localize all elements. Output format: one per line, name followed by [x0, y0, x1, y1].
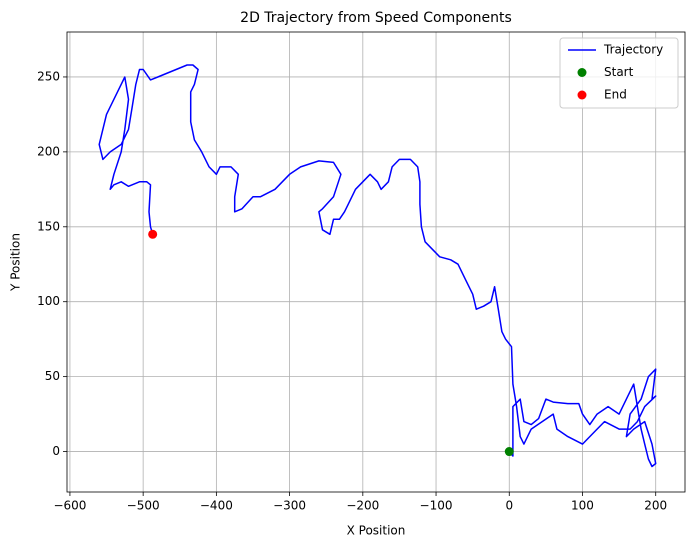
x-tick-label: −600	[53, 499, 86, 513]
y-tick-label: 250	[37, 69, 60, 83]
x-tick-label: 200	[644, 499, 667, 513]
x-tick-label: −100	[420, 499, 453, 513]
legend-marker	[577, 68, 587, 77]
x-axis-label: X Position	[347, 524, 406, 538]
legend-box	[559, 37, 679, 109]
point	[148, 229, 158, 239]
legend-marker	[577, 90, 587, 100]
x-tick-label: 100	[571, 499, 594, 513]
trajectory-line	[98, 64, 657, 468]
y-tick-label: 150	[37, 219, 60, 233]
y-axis-label: Y Position	[9, 233, 23, 292]
y-tick-label: 100	[37, 294, 60, 308]
y-tick-label: 200	[37, 144, 60, 158]
y-tick-label: 0	[52, 444, 60, 458]
legend-label: Trajectory	[603, 43, 663, 57]
x-tick-label: 0	[505, 499, 513, 513]
legend-label: End	[604, 88, 627, 102]
y-tick-label: 50	[45, 369, 60, 383]
x-tick-label: −400	[200, 499, 233, 513]
x-tick-label: −500	[127, 499, 160, 513]
x-tick-label: −200	[346, 499, 379, 513]
plot-frame	[66, 31, 686, 493]
legend-label: Start	[604, 65, 634, 79]
point	[504, 447, 514, 457]
chart-title: 2D Trajectory from Speed Components	[240, 10, 512, 26]
x-tick-label: −300	[273, 499, 306, 513]
